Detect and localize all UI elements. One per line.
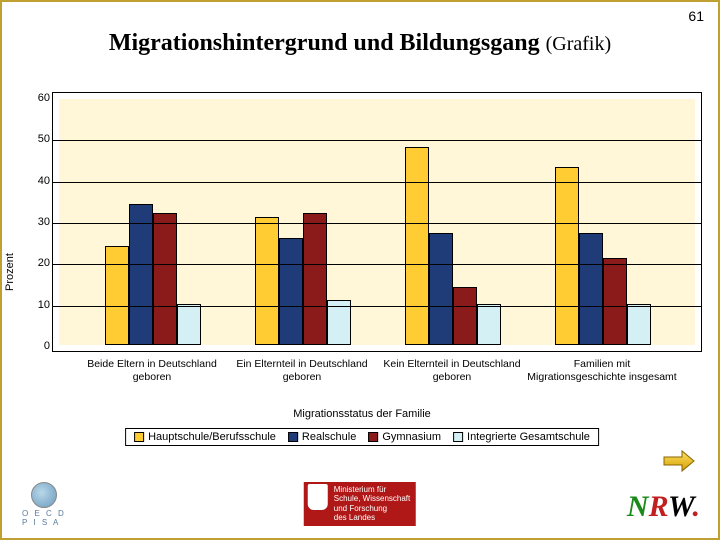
grid-line bbox=[53, 140, 701, 141]
bar bbox=[627, 304, 651, 345]
bar-group bbox=[228, 99, 378, 345]
legend-item: Hauptschule/Berufsschule bbox=[134, 431, 276, 443]
legend-label: Realschule bbox=[302, 431, 356, 443]
legend-label: Hauptschule/Berufsschule bbox=[148, 431, 276, 443]
y-tick-label: 30 bbox=[36, 216, 50, 228]
x-labels: Beide Eltern in Deutschland geborenEin E… bbox=[58, 358, 696, 408]
page-number: 61 bbox=[688, 8, 704, 24]
chart-area: Prozent 0102030405060 Beide Eltern in De… bbox=[16, 92, 708, 452]
legend-label: Integrierte Gesamtschule bbox=[467, 431, 590, 443]
bar bbox=[453, 287, 477, 345]
grid-line bbox=[53, 223, 701, 224]
oecd-pisa-logo: O E C D P I S A bbox=[22, 482, 66, 528]
bar bbox=[105, 246, 129, 345]
bar bbox=[603, 258, 627, 345]
pisa-text: P I S A bbox=[22, 519, 66, 528]
ministry-l3: und Forschung bbox=[334, 504, 410, 514]
bar bbox=[303, 213, 327, 345]
grid-line bbox=[53, 182, 701, 183]
y-axis-label: Prozent bbox=[4, 253, 16, 291]
bar-group bbox=[528, 99, 678, 345]
title-main: Migrationshintergrund und Bildungsgang bbox=[109, 30, 540, 56]
y-tick-label: 10 bbox=[36, 299, 50, 311]
nrw-n: N bbox=[627, 490, 649, 523]
bar bbox=[477, 304, 501, 345]
legend-swatch bbox=[288, 432, 298, 442]
legend-item: Gymnasium bbox=[368, 431, 441, 443]
ministry-logo: Ministerium für Schule, Wissenschaft und… bbox=[304, 482, 416, 526]
legend-swatch bbox=[368, 432, 378, 442]
bar bbox=[429, 233, 453, 345]
legend-label: Gymnasium bbox=[382, 431, 441, 443]
next-arrow-icon[interactable] bbox=[662, 449, 696, 478]
x-category-label: Beide Eltern in Deutschland geboren bbox=[73, 358, 231, 383]
ministry-l1: Ministerium für bbox=[334, 485, 410, 495]
legend-swatch bbox=[134, 432, 144, 442]
y-tick-label: 50 bbox=[36, 133, 50, 145]
bar bbox=[579, 233, 603, 345]
x-category-label: Kein Elternteil in Deutschland geboren bbox=[373, 358, 531, 383]
grid-line bbox=[53, 264, 701, 265]
slide: 61 Migrationshintergrund und Bildungsgan… bbox=[0, 0, 720, 540]
bar-group bbox=[78, 99, 228, 345]
nrw-dot: . bbox=[693, 490, 701, 523]
legend-item: Realschule bbox=[288, 431, 356, 443]
y-tick-label: 0 bbox=[36, 340, 50, 352]
nrw-w: W bbox=[668, 490, 692, 523]
bar bbox=[177, 304, 201, 345]
bar bbox=[153, 213, 177, 345]
legend-item: Integrierte Gesamtschule bbox=[453, 431, 590, 443]
footer: O E C D P I S A Ministerium für Schule, … bbox=[2, 482, 718, 532]
bar bbox=[279, 238, 303, 345]
shield-icon bbox=[308, 484, 328, 510]
x-axis-title: Migrationsstatus der Familie bbox=[16, 408, 708, 420]
bar bbox=[129, 204, 153, 345]
nrw-r: R bbox=[649, 490, 668, 523]
globe-icon bbox=[31, 482, 57, 508]
plot-inner bbox=[59, 99, 695, 345]
grid-line bbox=[53, 306, 701, 307]
legend-swatch bbox=[453, 432, 463, 442]
bar bbox=[255, 217, 279, 345]
nrw-logo: NRW. bbox=[627, 490, 700, 524]
legend: Hauptschule/Berufsschule Realschule Gymnas… bbox=[125, 428, 599, 446]
bar bbox=[555, 167, 579, 345]
slide-title: Migrationshintergrund und Bildungsgang (… bbox=[2, 30, 718, 57]
ministry-l2: Schule, Wissenschaft bbox=[334, 494, 410, 504]
bar bbox=[405, 147, 429, 345]
y-tick-label: 60 bbox=[36, 92, 50, 104]
plot-area bbox=[52, 92, 702, 352]
x-category-label: Familien mit Migrationsgeschichte insges… bbox=[523, 358, 681, 383]
y-tick-label: 40 bbox=[36, 175, 50, 187]
title-sub: (Grafik) bbox=[546, 33, 612, 55]
y-tick-label: 20 bbox=[36, 257, 50, 269]
ministry-l4: des Landes bbox=[334, 513, 410, 523]
bar-group bbox=[378, 99, 528, 345]
x-category-label: Ein Elternteil in Deutschland geboren bbox=[223, 358, 381, 383]
